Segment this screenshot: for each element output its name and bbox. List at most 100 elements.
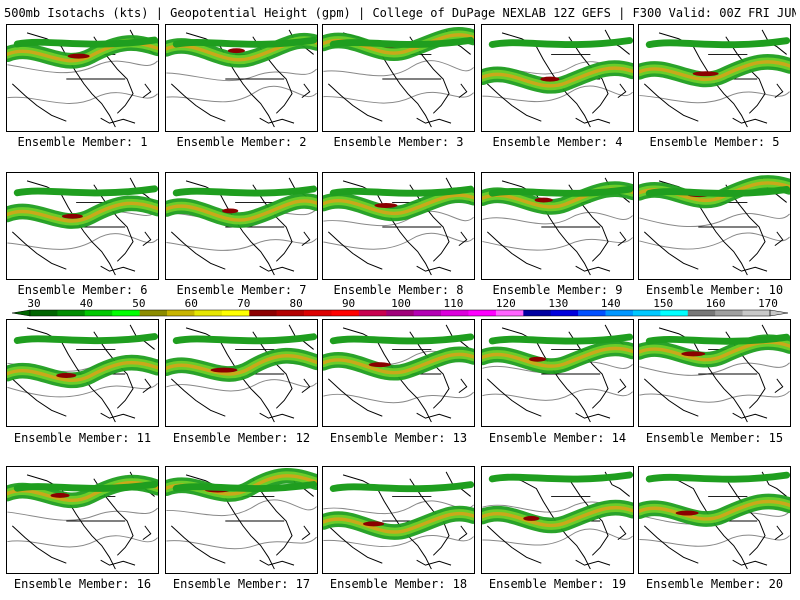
- ensemble-panel-9: [481, 172, 634, 280]
- ensemble-member-label: Ensemble Member: 10: [645, 283, 784, 297]
- ensemble-member-label: Ensemble Member: 15: [645, 431, 784, 445]
- jet-band-northern: [488, 37, 633, 49]
- jet-core: [67, 53, 90, 59]
- colorbar-swatch: [687, 310, 716, 316]
- jet-band-northern: [645, 471, 790, 483]
- colorbar-tick-label: 160: [706, 297, 726, 310]
- jet-band-northern: [488, 471, 633, 483]
- height-contour: [323, 391, 474, 404]
- height-contour: [639, 213, 790, 228]
- panel-map-8: [323, 177, 474, 276]
- ensemble-panel-3: [322, 24, 475, 132]
- panel-map-15: [639, 324, 790, 423]
- colorbar-max-arrow: [769, 309, 789, 317]
- panel-map-10: [639, 175, 790, 276]
- jet-band-northern: [13, 185, 158, 197]
- jet-band-northern: [13, 36, 158, 48]
- jet-band-inner: [7, 360, 158, 382]
- jet-band-northern: [645, 333, 790, 345]
- colorbar-swatch: [742, 310, 771, 316]
- height-contour: [482, 212, 633, 225]
- ensemble-member-label: Ensemble Member: 13: [329, 431, 468, 445]
- ensemble-panel-5: [638, 24, 791, 132]
- jet-band-inner: [166, 354, 317, 376]
- colorbar-tick-label: 40: [80, 297, 93, 310]
- ensemble-member-label: Ensemble Member: 6: [17, 283, 148, 297]
- colorbar-tick-label: 110: [443, 297, 463, 310]
- colorbar-swatch: [139, 310, 168, 316]
- height-contour: [639, 534, 790, 547]
- colorbar-swatch: [413, 310, 442, 316]
- coastline: [643, 180, 766, 276]
- ensemble-member-label: Ensemble Member: 9: [492, 283, 623, 297]
- colorbar-min-arrow: [11, 309, 31, 317]
- height-contour: [166, 499, 317, 517]
- ensemble-member-label: Ensemble Member: 11: [13, 431, 152, 445]
- jet-band-inner: [323, 352, 474, 375]
- jet-band-northern: [329, 333, 474, 345]
- colorbar-swatch: [632, 310, 661, 316]
- ensemble-panel-19: [481, 466, 634, 574]
- ensemble-panel-16: [6, 466, 159, 574]
- coastline: [643, 327, 766, 423]
- isotach-colorbar: 30 40 50 60 70 80 90 100 110 120 130 140 150 160 170: [8, 296, 792, 322]
- colorbar-outline: [29, 309, 771, 317]
- ensemble-member-label: Ensemble Member: 7: [176, 283, 307, 297]
- jet-band-northern: [172, 333, 317, 345]
- height-contour: [7, 233, 158, 250]
- jet-band-inner: [166, 199, 317, 222]
- height-contour: [323, 535, 474, 548]
- jet-band-northern: [645, 37, 790, 49]
- jet-band-northern: [488, 333, 633, 345]
- colorbar-swatch: [84, 310, 113, 316]
- colorbar-swatch: [495, 310, 524, 316]
- height-contour: [639, 390, 790, 403]
- height-contour: [323, 232, 474, 250]
- height-contour: [7, 383, 158, 398]
- colorbar-tick-label: 30: [27, 297, 40, 310]
- ensemble-panel-17: [165, 466, 318, 574]
- jet-band-middle: [323, 190, 474, 218]
- colorbar-tick-label: 120: [496, 297, 516, 310]
- colorbar-swatch: [112, 310, 140, 316]
- jet-core: [56, 373, 77, 378]
- jet-band-northern: [488, 185, 633, 197]
- height-contour: [323, 91, 474, 104]
- panel-map-16: [7, 471, 158, 570]
- ensemble-panel-14: [481, 319, 634, 427]
- ensemble-member-label: Ensemble Member: 16: [13, 577, 152, 591]
- colorbar-tick-label: 90: [342, 297, 355, 310]
- colorbar-tick-label: 80: [290, 297, 303, 310]
- jet-band-northern: [172, 185, 317, 197]
- panel-map-12: [166, 324, 317, 423]
- panel-map-6: [7, 177, 158, 276]
- colorbar-swatch: [605, 310, 634, 316]
- jet-band-middle: [482, 63, 633, 91]
- jet-core: [675, 510, 699, 516]
- panel-map-1: [7, 29, 158, 128]
- jet-core: [681, 351, 706, 357]
- colorbar-tick-label: 60: [185, 297, 198, 310]
- height-contour: [639, 91, 790, 104]
- colorbar-swatch: [715, 310, 743, 316]
- colorbar-swatch: [660, 310, 689, 316]
- height-contour: [482, 85, 633, 103]
- panel-map-17: [166, 467, 317, 570]
- jet-band-northern: [329, 481, 474, 493]
- ensemble-member-label: Ensemble Member: 20: [645, 577, 784, 591]
- jet-core: [523, 516, 540, 521]
- jet-core: [50, 492, 70, 498]
- jet-band-middle: [323, 509, 474, 537]
- colorbar-swatch: [57, 310, 86, 316]
- jet-band-inner: [7, 480, 158, 502]
- colorbar-tick-label: 70: [237, 297, 250, 310]
- colorbar-swatch: [578, 310, 606, 316]
- ensemble-panel-7: [165, 172, 318, 280]
- panel-map-9: [482, 177, 633, 276]
- coastline: [11, 32, 134, 128]
- panel-map-3: [323, 27, 474, 128]
- colorbar-swatch: [276, 310, 305, 316]
- jet-band-middle: [482, 503, 633, 530]
- jet-core: [363, 521, 385, 527]
- ensemble-member-label: Ensemble Member: 1: [17, 135, 148, 149]
